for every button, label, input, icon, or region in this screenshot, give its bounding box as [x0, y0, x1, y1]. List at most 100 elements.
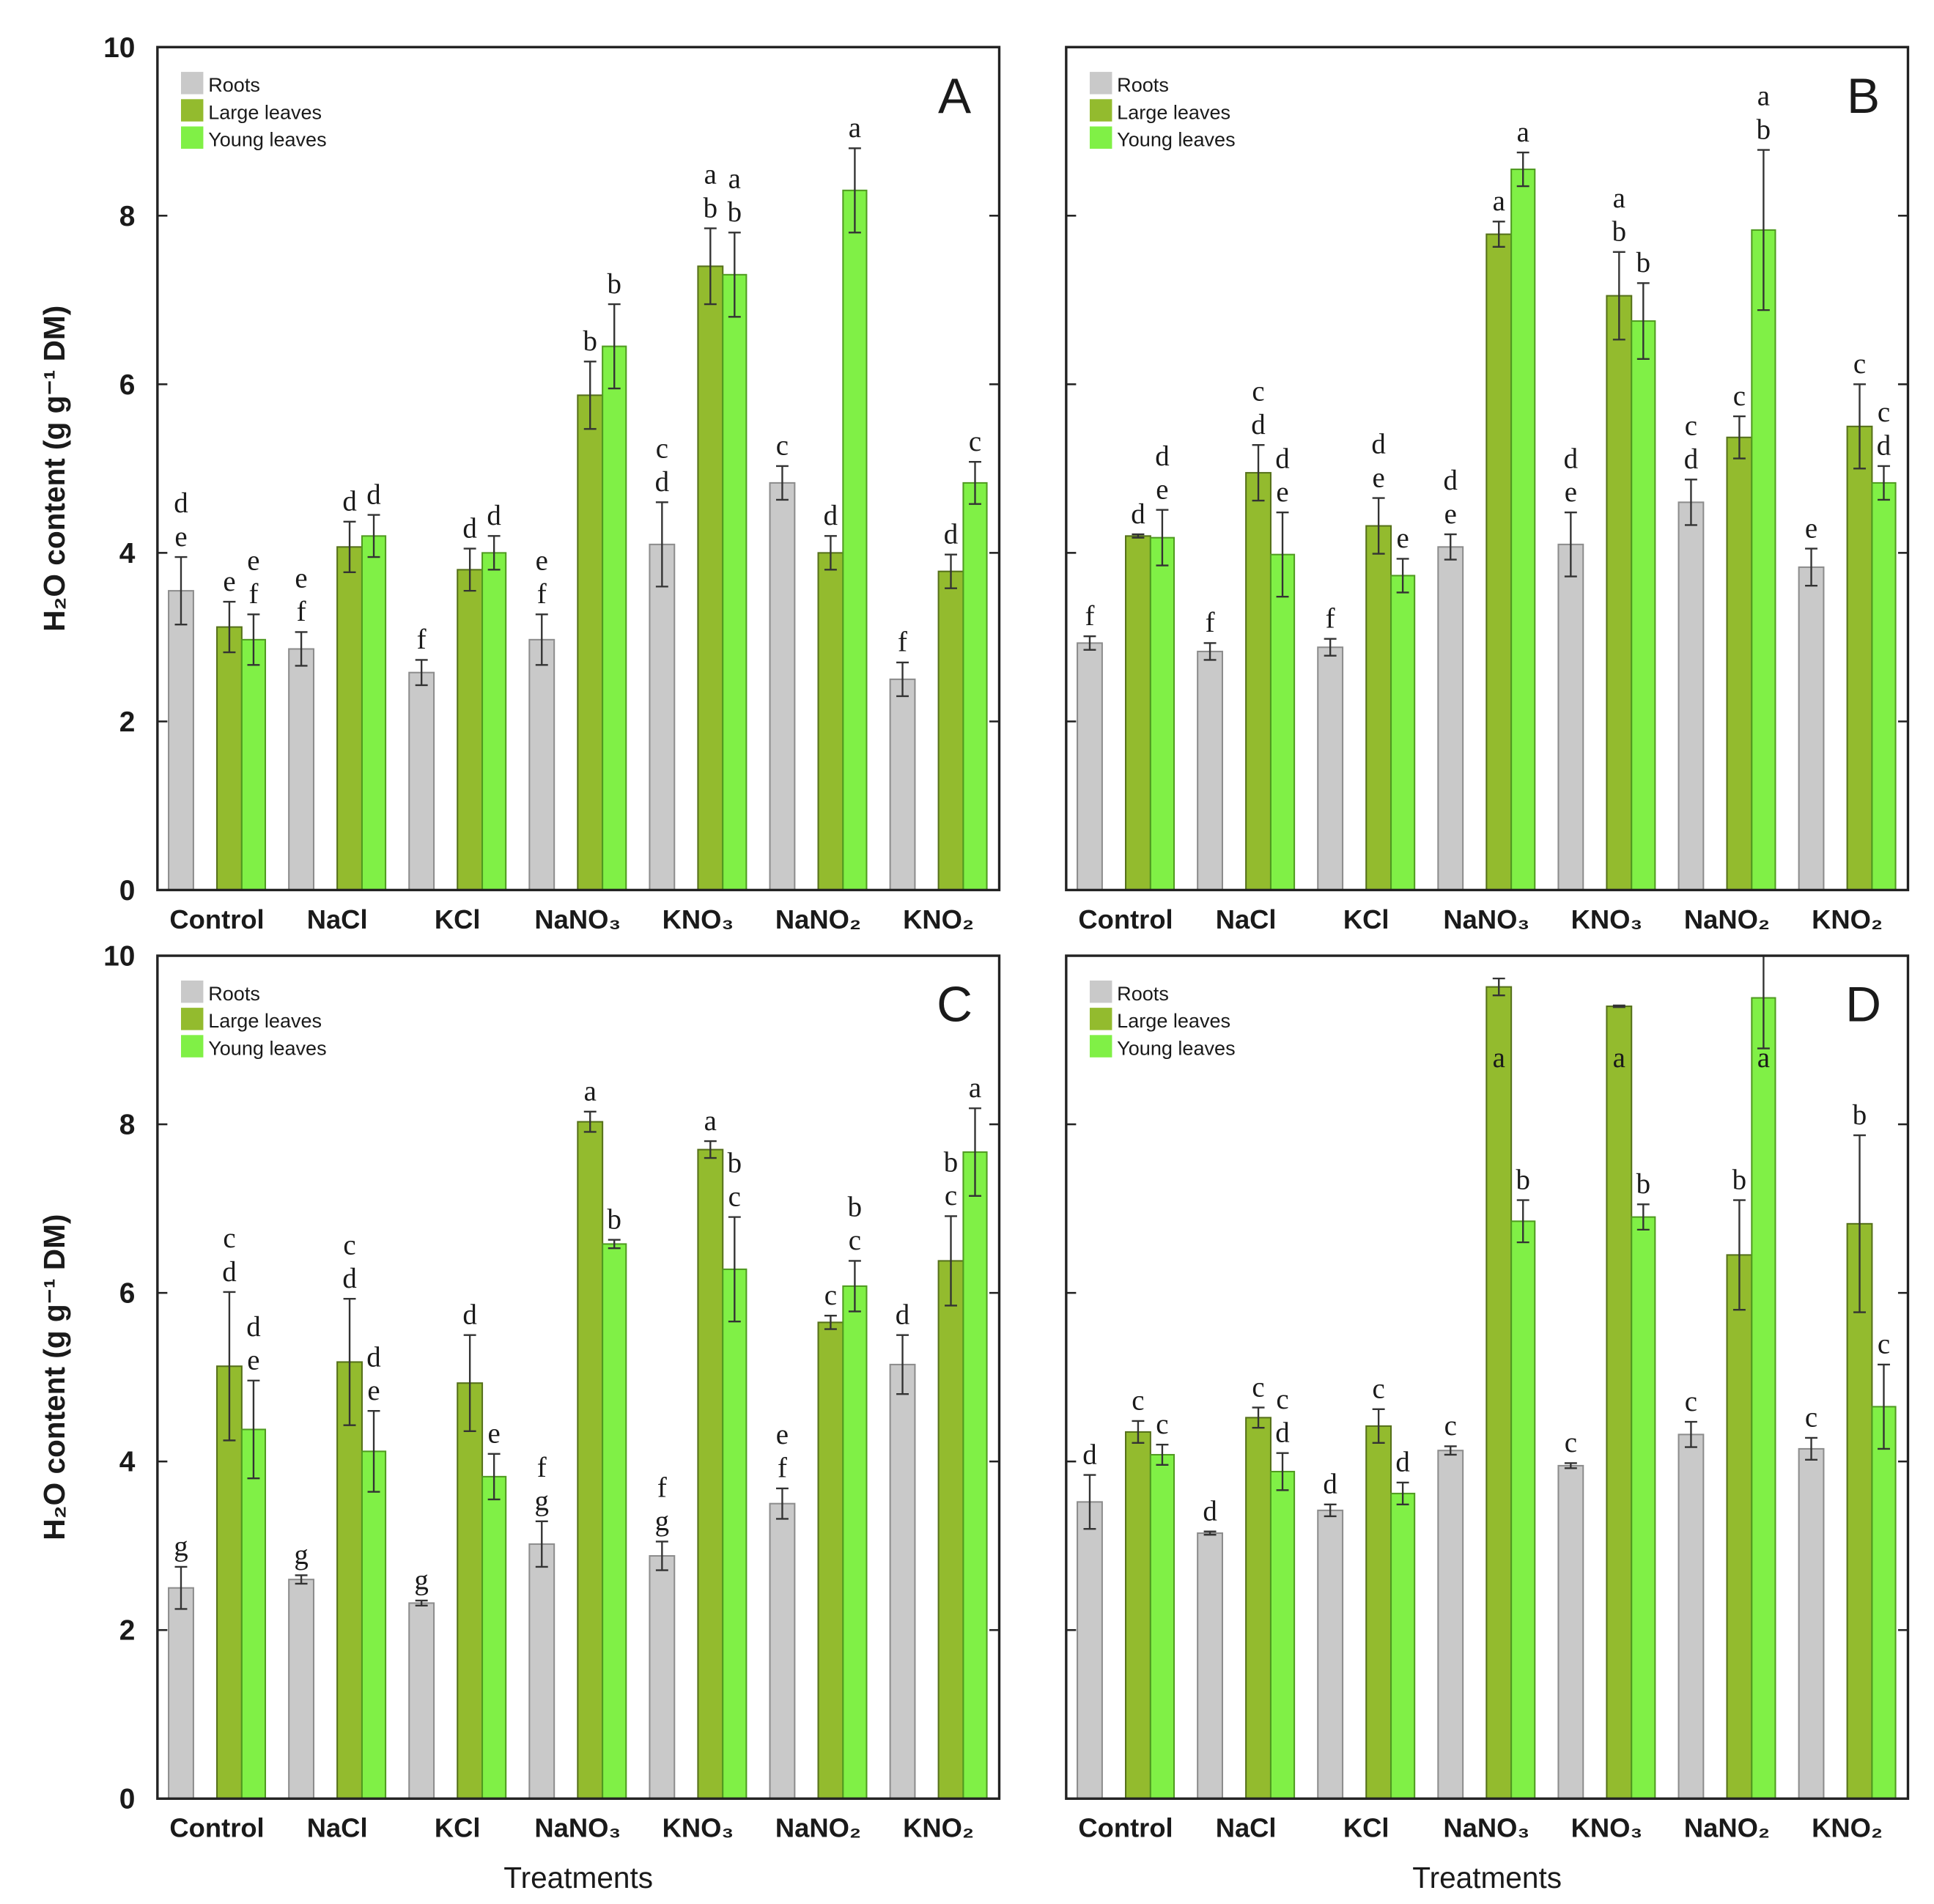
panel-d-letter-young-leaves-control: c — [1156, 1409, 1168, 1440]
panel-c-error-bar-roots-nano2 — [775, 1487, 789, 1520]
panel-a-letter-young-leaves-kno3: b — [728, 196, 742, 228]
panel-b-bar-young-leaves-kcl — [1390, 575, 1416, 891]
panel-b-bar-roots-kcl — [1317, 646, 1344, 891]
panel-c-letter-roots-nano2: f — [778, 1453, 787, 1484]
legend-label-large-leaves: Large leaves — [1117, 1010, 1230, 1032]
panel-b-letter-large-leaves-kno3: a — [1613, 182, 1625, 214]
panel-a-letter-large-leaves-kno3: a — [704, 159, 717, 191]
panel-b-error-bar-large-leaves-nano2 — [1732, 415, 1746, 460]
panel-c-error-bar-large-leaves-nano2 — [824, 1315, 837, 1330]
panel-a-letter-roots-control: e — [174, 521, 187, 553]
panel-a-letter-young-leaves-nano2: a — [849, 112, 861, 144]
panel-b-bar-large-leaves-nano3 — [1485, 233, 1513, 891]
panel-c-letter-roots-nano2: e — [776, 1419, 789, 1450]
legend-label-young-leaves: Young leaves — [1117, 129, 1235, 151]
panel-c-letter-roots-kno3: f — [657, 1472, 667, 1504]
panel-d-letter-large-leaves-nano2: b — [1732, 1164, 1746, 1195]
panel-c-letter-young-leaves-kno3: c — [728, 1181, 741, 1212]
panel-c-error-bar-roots-nano3 — [535, 1520, 548, 1568]
panel-b-letter-young-leaves-nacl: d — [1275, 443, 1289, 474]
panel-b-error-bar-large-leaves-nacl — [1252, 443, 1265, 502]
panel-c-category-label-kno2: KNO₂ — [903, 1813, 974, 1843]
panel-a-bar-roots-kno2 — [889, 678, 916, 891]
panel-c-error-bar-young-leaves-nano2 — [848, 1260, 861, 1313]
legend-label-large-leaves: Large leaves — [208, 1010, 322, 1032]
panel-d-letter-roots-nano2: c — [1685, 1386, 1697, 1417]
panel-c-bar-large-leaves-nano2 — [817, 1321, 844, 1800]
panel-d-error-bar-young-leaves-nano3 — [1516, 1199, 1529, 1244]
panel-d-letter-roots-kno3: c — [1565, 1427, 1577, 1458]
panel-a-error-bar-roots-nacl — [295, 631, 308, 667]
panel-c-bar-roots-nano2 — [769, 1502, 796, 1800]
panel-a-error-bar-large-leaves-control — [223, 600, 236, 654]
panel-c-letter-large-leaves-control: d — [222, 1256, 236, 1288]
panel-a-bar-large-leaves-kno2 — [937, 570, 964, 891]
panel-a-category-label-kno3: KNO₃ — [662, 904, 734, 934]
panel-a-error-bar-roots-nano2 — [775, 465, 789, 501]
panel-d-bar-roots-nacl — [1197, 1532, 1223, 1800]
panel-d-letter-roots-nacl: d — [1203, 1495, 1217, 1527]
panel-d-bar-young-leaves-nano3 — [1510, 1220, 1536, 1800]
panel-c-bar-young-leaves-nacl — [361, 1450, 387, 1800]
panel-c-letter-young-leaves-nano3: b — [607, 1203, 621, 1235]
panel-a-error-bar-young-leaves-control — [247, 613, 260, 666]
legend-swatch-roots — [1089, 72, 1112, 95]
panel-c-error-bar-young-leaves-kcl — [487, 1453, 501, 1501]
panel-c-error-bar-roots-kno3 — [655, 1540, 668, 1571]
panel-a-bar-roots-kno3 — [649, 543, 676, 891]
panel-c-bar-large-leaves-nacl — [336, 1361, 363, 1800]
panel-a-error-bar-large-leaves-kno2 — [945, 553, 957, 589]
panel-a-bar-large-leaves-nacl — [336, 546, 363, 891]
panel-b-bar-large-leaves-kcl — [1365, 525, 1392, 891]
panel-a-letter-young-leaves-kno2: c — [969, 426, 981, 457]
panel-b-error-bar-large-leaves-kcl — [1372, 497, 1385, 555]
panel-c-error-bar-young-leaves-nano3 — [608, 1239, 621, 1250]
panel-b-letter-roots-nacl: f — [1206, 607, 1215, 638]
panel-a-bar-large-leaves-control — [216, 626, 243, 891]
panel-d-letter-roots-control: d — [1082, 1439, 1096, 1470]
panel-d-bar-young-leaves-kno3 — [1631, 1216, 1656, 1800]
legend-swatch-roots — [180, 72, 204, 95]
panel-b-error-bar-roots-control — [1083, 635, 1096, 651]
legend-swatch-young-leaves — [180, 126, 204, 149]
panel-a-error-bar-young-leaves-kno2 — [969, 460, 981, 505]
panel-a-letter-roots-kno2: f — [898, 627, 907, 658]
panel-d-error-bar-large-leaves-nano2 — [1732, 1199, 1746, 1311]
panel-a-letter-roots-nano2: c — [776, 430, 789, 462]
panel-b-letter-young-leaves-nano2: a — [1757, 81, 1770, 112]
panel-b-error-bar-young-leaves-nano2 — [1757, 149, 1770, 311]
panel-b-letter-young-leaves-control: d — [1155, 440, 1169, 472]
panel-c-ytick-label-3: 6 — [119, 1278, 136, 1310]
panel-c-bar-young-leaves-kno3 — [722, 1268, 748, 1800]
panel-d-bar-roots-kno2 — [1798, 1447, 1825, 1800]
panel-d-error-bar-large-leaves-kcl — [1372, 1408, 1385, 1444]
panel-c-letter-young-leaves-kno2: a — [969, 1072, 981, 1104]
panel-b-bar-young-leaves-nano3 — [1510, 169, 1536, 891]
panel-c-ytick-label-4: 8 — [119, 1110, 136, 1141]
panel-c-bar-young-leaves-kcl — [481, 1475, 507, 1800]
panel-a-category-label-nano3: NaNO₃ — [534, 904, 621, 934]
panel-a-error-bar-young-leaves-kcl — [487, 535, 501, 571]
panel-a: deeffefcdcfeddbabddefddbabac0246810Roots… — [37, 32, 1001, 934]
panel-a-bar-young-leaves-kcl — [481, 552, 507, 891]
panel-a-bar-roots-nacl — [288, 648, 315, 891]
panel-b-letter-roots-nano3: e — [1444, 498, 1457, 530]
legend-swatch-large-leaves — [1089, 99, 1112, 122]
panel-b-letter-roots-nano3: d — [1444, 465, 1458, 496]
panel-b-error-bar-young-leaves-nano3 — [1516, 151, 1529, 188]
panel-d-legend: Roots Large leaves Young leaves — [1089, 980, 1236, 1059]
panel-a-error-bar-roots-kno3 — [655, 501, 668, 588]
panel-b-letter-roots-nano2: d — [1684, 443, 1698, 475]
panel-d-error-bar-young-leaves-kcl — [1396, 1481, 1409, 1506]
panel-d-bar-roots-nano3 — [1437, 1450, 1464, 1800]
panel-b-letter-large-leaves-nacl: c — [1252, 375, 1264, 407]
panel-a-letter-young-leaves-nacl: d — [366, 479, 380, 510]
panel-c-y-axis-title: H₂O content (g g⁻¹ DM) — [37, 1214, 71, 1540]
panel-a-letter-roots-nacl: f — [297, 596, 306, 627]
panel-c-letter-roots-nano3: g — [535, 1486, 549, 1517]
panel-b-letter-young-leaves-nano3: a — [1517, 117, 1529, 148]
panel-a-letter-roots-control: d — [174, 487, 188, 519]
panel-c-bar-roots-kcl — [408, 1602, 435, 1800]
